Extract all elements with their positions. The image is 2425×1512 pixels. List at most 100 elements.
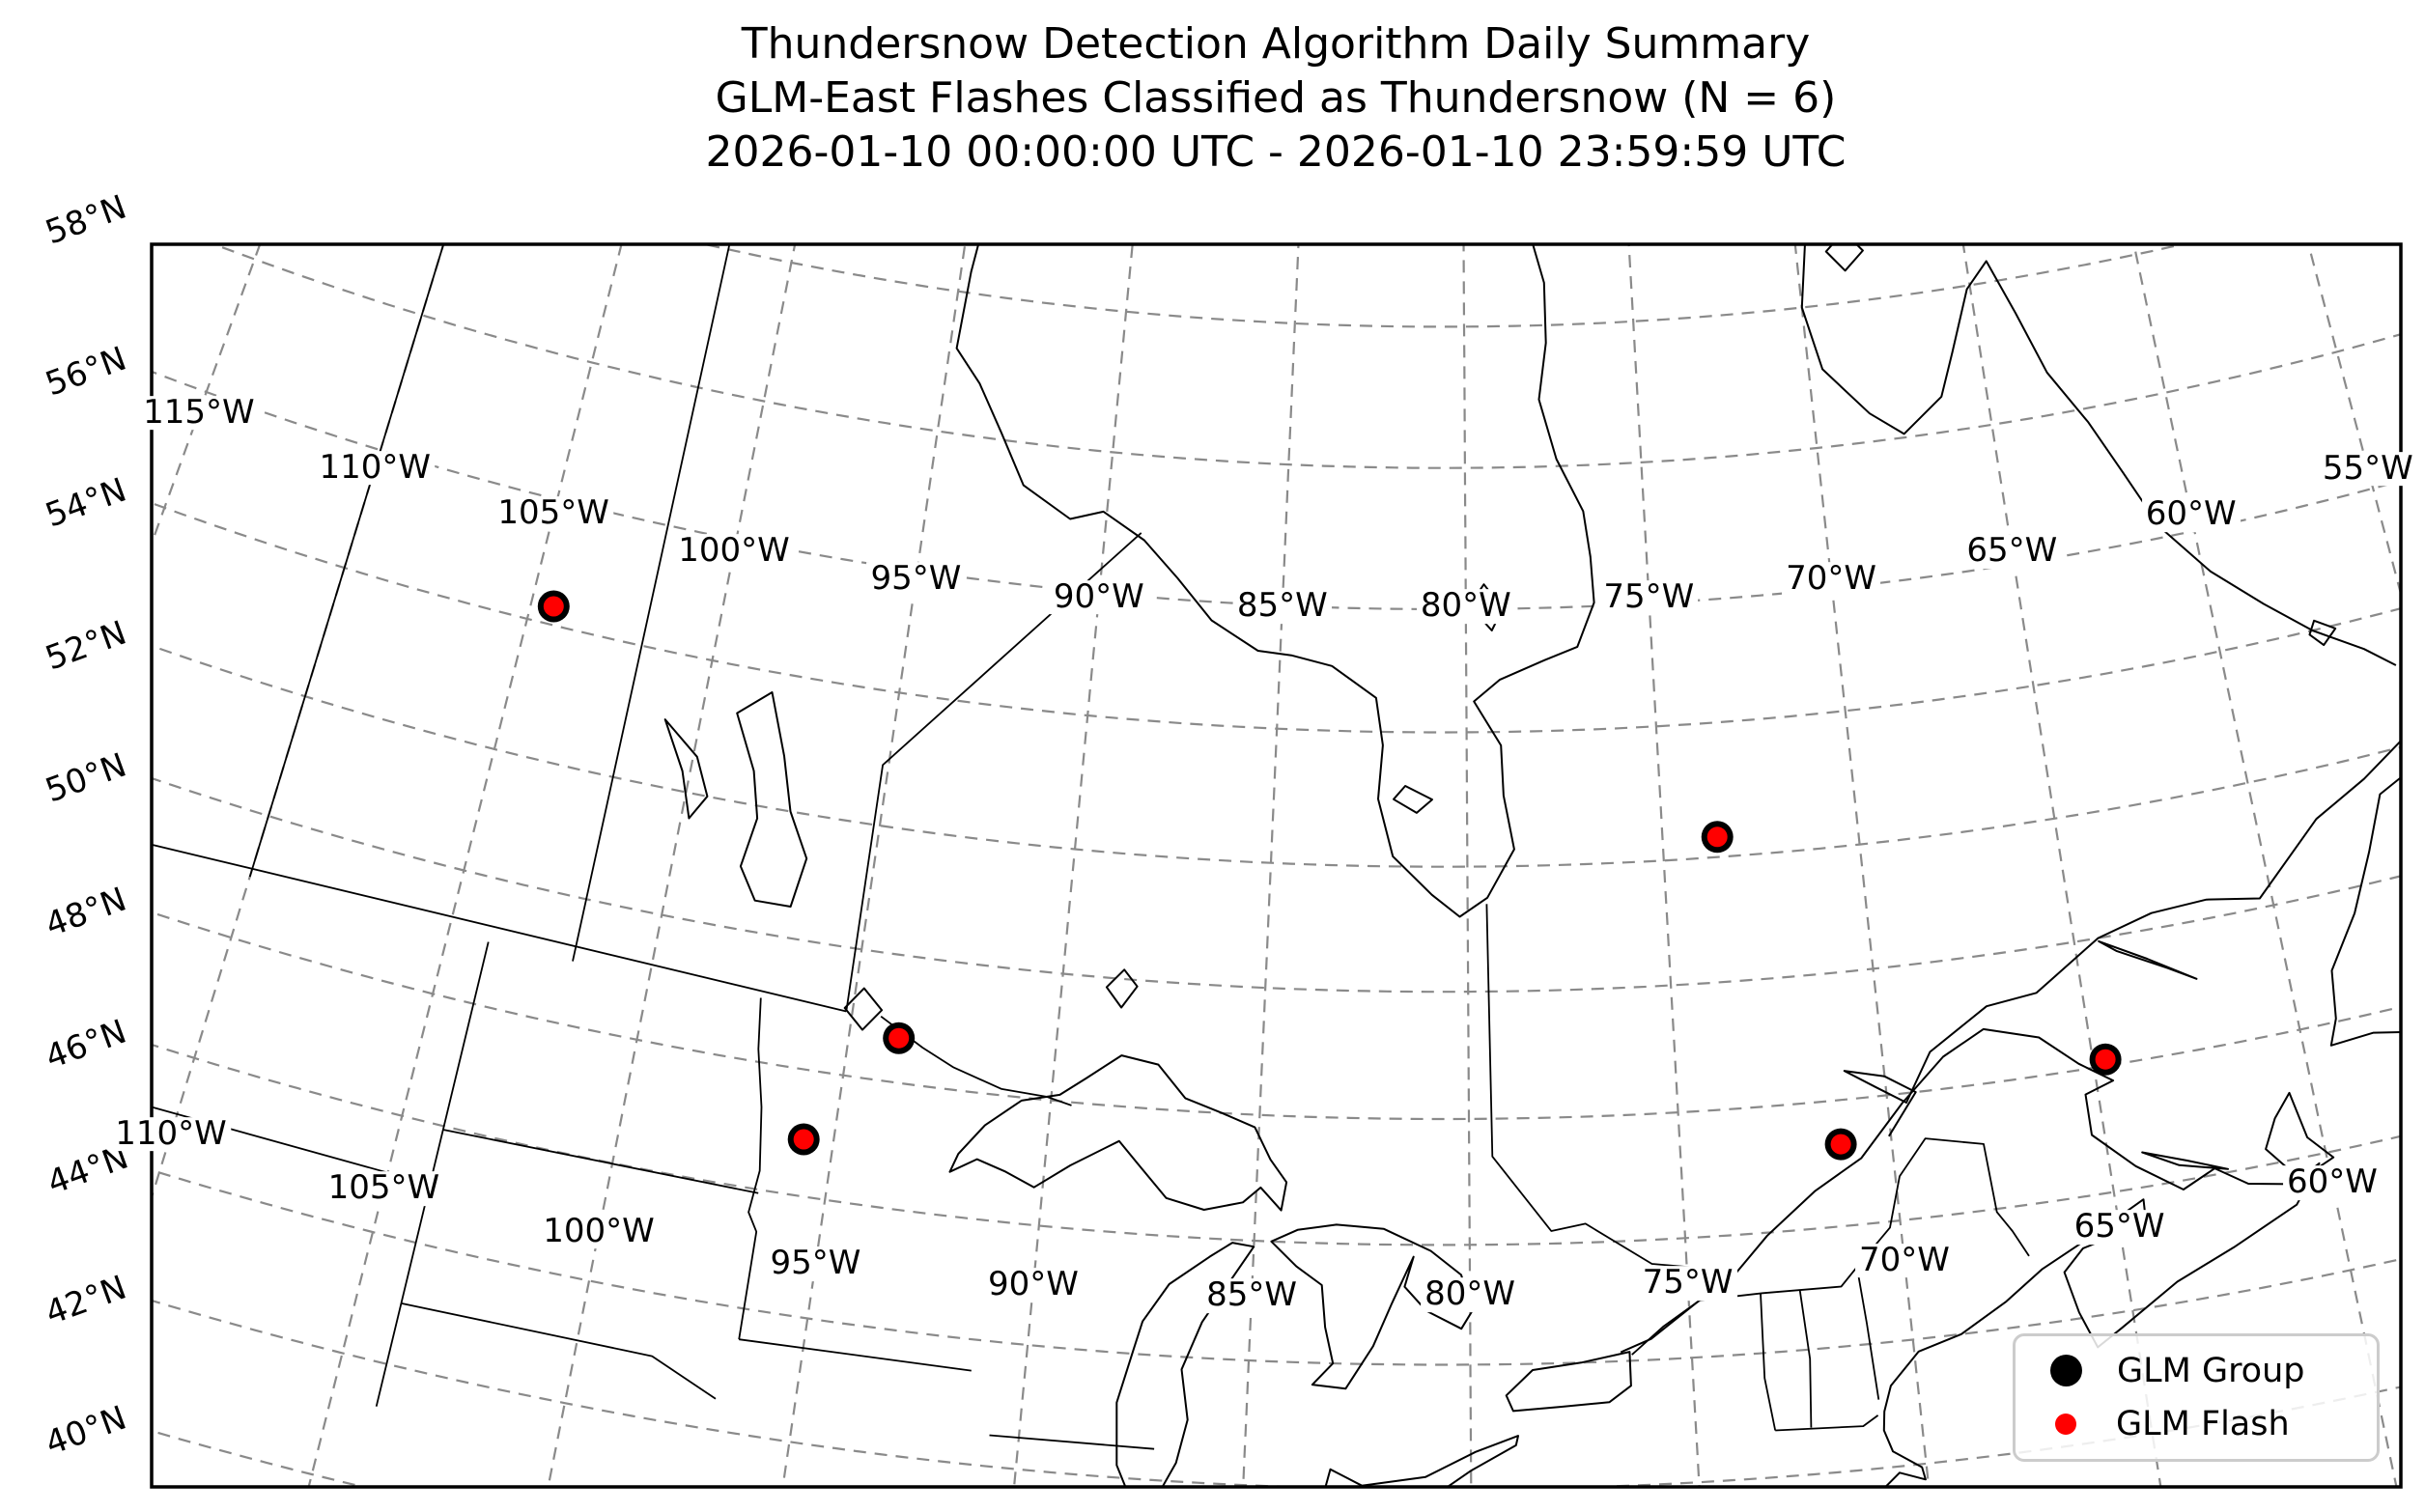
- coastline-lake-winnipeg: [736, 691, 808, 908]
- lon-label-lower-75w: 75°W: [1638, 1266, 1737, 1301]
- gridline-meridian-105w: [307, 244, 623, 1487]
- flash-points: [537, 590, 2122, 1161]
- gridline-parallel-58n: [211, 244, 2401, 469]
- lon-label-lower-85w: 85°W: [1202, 1278, 1301, 1313]
- border-line-border-nd-sd: [442, 1129, 759, 1194]
- geography: [152, 179, 2401, 1487]
- lon-label-upper-65w: 65°W: [1962, 533, 2062, 569]
- flash-marker-6: [2089, 1043, 2122, 1076]
- border-line-border-sd-ne: [401, 1302, 717, 1400]
- coastline-ungava-island: [1824, 244, 1864, 272]
- lon-label-upper-90w: 90°W: [1049, 579, 1148, 615]
- lon-label-lower-90w: 90°W: [983, 1268, 1083, 1303]
- coastline-lake-michigan: [1115, 1242, 1255, 1487]
- lon-label-upper-55w: 55°W: [2318, 451, 2417, 487]
- title-line-3: 2026-01-10 00:00:00 UTC - 2026-01-10 23:…: [705, 127, 1847, 177]
- coastline-hudson-bay-coast: [955, 244, 1595, 918]
- lon-label-upper-70w: 70°W: [1782, 561, 1880, 597]
- gridline-parallel-48n: [152, 910, 2401, 1121]
- coastline-lake-nipigon: [1105, 968, 1139, 1009]
- lon-label-upper-75w: 75°W: [1599, 579, 1699, 615]
- glm-flash-dot: [1830, 1134, 1851, 1155]
- glm-flash-dot: [888, 1027, 910, 1049]
- border-line-border-ny-vt: [1760, 1293, 1777, 1431]
- gridline-meridian-60w: [2132, 244, 2398, 1487]
- border-line-border-vt-nh: [1798, 1290, 1813, 1428]
- lon-label-lower-70w: 70°W: [1855, 1243, 1954, 1278]
- flash-marker-5: [1824, 1128, 1857, 1161]
- glm-flash-dot: [2095, 1049, 2116, 1070]
- coastline-coats-island: [1258, 182, 1327, 232]
- lon-label-upper-110w: 110°W: [315, 450, 436, 486]
- coastline-prince-edward-island: [2141, 1151, 2229, 1170]
- flash-marker-4: [787, 1123, 820, 1156]
- glm-flash-marker-icon: [2055, 1414, 2076, 1436]
- gridline-meridian-95w: [781, 244, 967, 1487]
- lon-label-lower-110w: 110°W: [111, 1116, 231, 1152]
- coastline-labrador-coast: [1800, 244, 2397, 666]
- lon-label-lower-100w: 100°W: [539, 1214, 659, 1249]
- coastline-lake-erie: [1324, 1435, 1519, 1487]
- title-line-2: GLM-East Flashes Classified as Thundersn…: [715, 73, 1837, 123]
- border-line-border-red-river: [738, 997, 763, 1340]
- coastline-labrador-island: [2308, 619, 2337, 647]
- gridline-parallel-50n: [152, 776, 2401, 994]
- lon-label-upper-115w: 115°W: [139, 395, 259, 431]
- glm-flash-dot: [1706, 826, 1728, 848]
- legend-row-group: GLM Group: [2016, 1352, 2377, 1390]
- legend: GLM Group GLM Flash: [2013, 1333, 2380, 1462]
- gridline-parallel-52n: [152, 644, 2401, 868]
- lon-label-upper-80w: 80°W: [1416, 589, 1515, 625]
- coastline-mansel-island: [1427, 179, 1473, 232]
- border-line-border-wi-il: [989, 1434, 1155, 1450]
- border-line-border-us-canada-49n: [152, 843, 847, 1013]
- coastline-akimiski-island: [1393, 785, 1433, 814]
- border-line-border-nh-me: [1855, 1267, 1880, 1400]
- title-line-1: Thundersnow Detection Algorithm Daily Su…: [741, 19, 1811, 69]
- gridline-meridian-100w: [547, 244, 797, 1487]
- flash-marker-1: [537, 590, 570, 623]
- coastline-lake-winnipegosis: [663, 718, 709, 820]
- lon-label-upper-95w: 95°W: [866, 561, 966, 597]
- border-line-border-ma-north: [1775, 1414, 1879, 1432]
- lon-label-upper-100w: 100°W: [674, 533, 794, 569]
- coastline-lake-of-the-woods: [843, 987, 884, 1031]
- flash-marker-3: [883, 1022, 916, 1054]
- border-line-border-sk-mb: [572, 244, 731, 962]
- border-line-border-ab-sk: [248, 244, 445, 878]
- border-line-border-mn-ia: [739, 1338, 972, 1372]
- lon-label-upper-105w: 105°W: [493, 496, 613, 532]
- gridline-meridian-55w: [2307, 244, 2401, 599]
- legend-row-flash: GLM Flash: [2016, 1405, 2377, 1443]
- lon-label-lower-80w: 80°W: [1421, 1277, 1520, 1313]
- glm-flash-dot: [543, 596, 564, 617]
- lon-label-lower-65w: 65°W: [2070, 1209, 2169, 1245]
- lon-label-upper-85w: 85°W: [1232, 589, 1332, 625]
- coastline-lake-superior: [948, 1054, 1288, 1212]
- coastline-lake-ontario: [1505, 1351, 1632, 1413]
- coastline-lake-huron: [1270, 1223, 1474, 1390]
- map-frame: [150, 242, 2403, 1489]
- lon-label-lower-105w: 105°W: [324, 1170, 444, 1206]
- coastline-newfoundland-west: [2329, 775, 2401, 1047]
- legend-label-flash: GLM Flash: [2116, 1405, 2290, 1444]
- glm-flash-dot: [793, 1129, 814, 1150]
- border-line-border-on-qc: [1485, 904, 1716, 1271]
- lon-label-lower-60w: 60°W: [2282, 1164, 2382, 1200]
- legend-label-group: GLM Group: [2117, 1351, 2305, 1390]
- gridline-meridian-65w: [1961, 244, 2162, 1487]
- glm-group-marker-icon: [2050, 1355, 2082, 1387]
- gridline-parallel-60n: [700, 244, 2188, 328]
- figure-title: Thundersnow Detection Algorithm Daily Su…: [706, 17, 1847, 180]
- lon-label-lower-95w: 95°W: [766, 1246, 865, 1282]
- lon-label-upper-60w: 60°W: [2141, 496, 2241, 532]
- coastline-st-lawrence-north-shore: [1843, 739, 2401, 1137]
- coastline-anticosti-island: [2098, 939, 2198, 980]
- flash-marker-2: [1701, 821, 1734, 854]
- coastline-st-lawrence-south-shore: [1620, 1027, 2321, 1487]
- border-line-border-rainy-river: [880, 1015, 1072, 1106]
- border-line-border-stlawrence-newengland: [1631, 1137, 2030, 1356]
